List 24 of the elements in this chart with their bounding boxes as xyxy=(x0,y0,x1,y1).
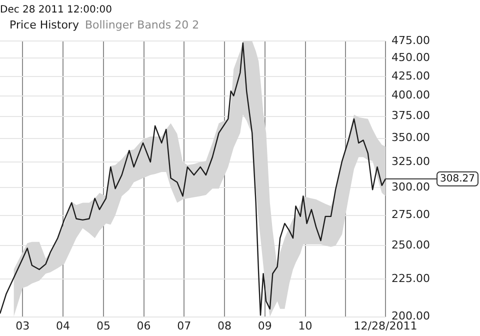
y-tick-label: 250.00 xyxy=(392,238,430,252)
x-tick-label: 12/28/2011 xyxy=(354,319,418,332)
y-tick-label: 350.00 xyxy=(392,131,430,144)
chart-subtitle: Dec 28 2011 12:00:00 xyxy=(0,4,112,16)
y-tick-label: 450.00 xyxy=(392,51,430,64)
y-tick-label: 375.00 xyxy=(392,109,430,122)
y-tick-label: 425.00 xyxy=(392,69,430,82)
x-tick-label: 08 xyxy=(217,319,232,332)
x-tick-label: 03 xyxy=(16,319,30,332)
x-tick-label: 10 xyxy=(298,319,312,332)
y-tick-label: 275.00 xyxy=(392,208,430,222)
x-tick-label: 05 xyxy=(96,319,110,332)
annotation: 308.27 xyxy=(440,173,476,184)
x-tick-label: 06 xyxy=(136,319,151,332)
text: Price History xyxy=(10,18,80,32)
y-tick-label: 400.00 xyxy=(392,88,430,102)
text: Bollinger Bands 20 2 xyxy=(84,18,200,32)
x-tick-label: 07 xyxy=(177,319,192,332)
x-tick-label: 09 xyxy=(258,319,272,332)
y-tick-label: 325.00 xyxy=(392,154,430,168)
y-tick-label: 225.00 xyxy=(392,272,430,286)
y-tick-label: 475.00 xyxy=(392,34,430,47)
y-tick-label: 300.00 xyxy=(392,180,430,194)
x-tick-label: 04 xyxy=(56,319,70,332)
